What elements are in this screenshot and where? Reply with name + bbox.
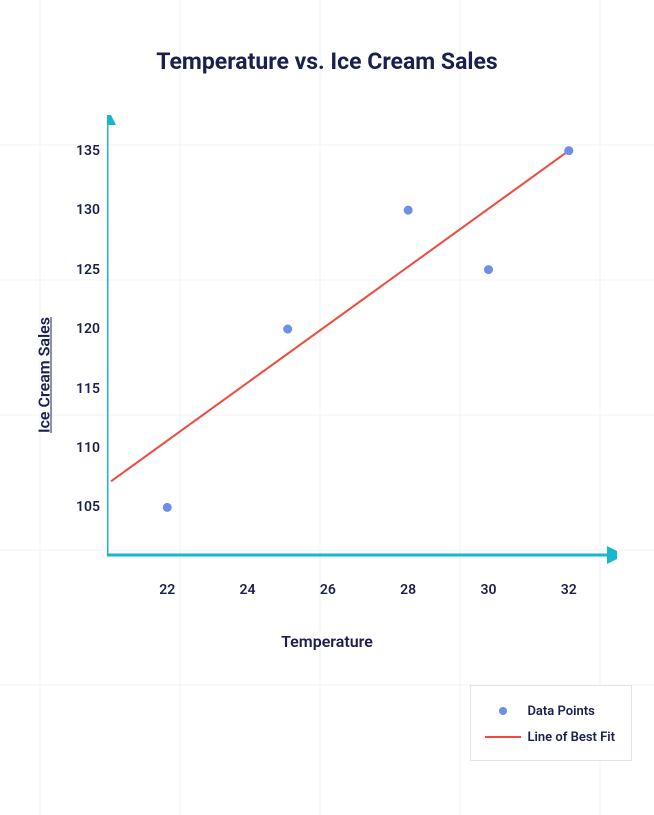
y-axis-label: Ice Cream Sales — [35, 317, 54, 433]
y-tick-label: 115 — [68, 381, 100, 397]
legend-line-label: Line of Best Fit — [527, 730, 615, 745]
x-tick-label: 28 — [400, 582, 416, 598]
y-tick-label: 120 — [68, 321, 100, 337]
x-tick-label: 26 — [320, 582, 336, 598]
plot-area — [107, 115, 617, 555]
legend-item-line: Line of Best Fit — [485, 724, 615, 750]
legend-line-swatch — [485, 736, 521, 738]
legend-box: Data Points Line of Best Fit — [470, 685, 632, 761]
plot-svg — [107, 115, 617, 575]
chart-page: Temperature vs. Ice Cream Sales Ice Crea… — [0, 0, 654, 815]
x-tick-label: 24 — [240, 582, 256, 598]
y-tick-label: 135 — [68, 143, 100, 159]
legend-point-swatch — [485, 707, 521, 715]
legend-item-points: Data Points — [485, 698, 615, 724]
x-tick-label: 30 — [480, 582, 496, 598]
chart-title: Temperature vs. Ice Cream Sales — [0, 48, 654, 75]
x-axis-label: Temperature — [0, 632, 654, 651]
y-tick-label: 110 — [68, 440, 100, 456]
x-tick-label: 22 — [159, 582, 175, 598]
y-tick-label: 130 — [68, 202, 100, 218]
y-tick-label: 105 — [68, 499, 100, 515]
legend-points-label: Data Points — [527, 704, 594, 719]
x-tick-label: 32 — [561, 582, 577, 598]
y-tick-label: 125 — [68, 262, 100, 278]
